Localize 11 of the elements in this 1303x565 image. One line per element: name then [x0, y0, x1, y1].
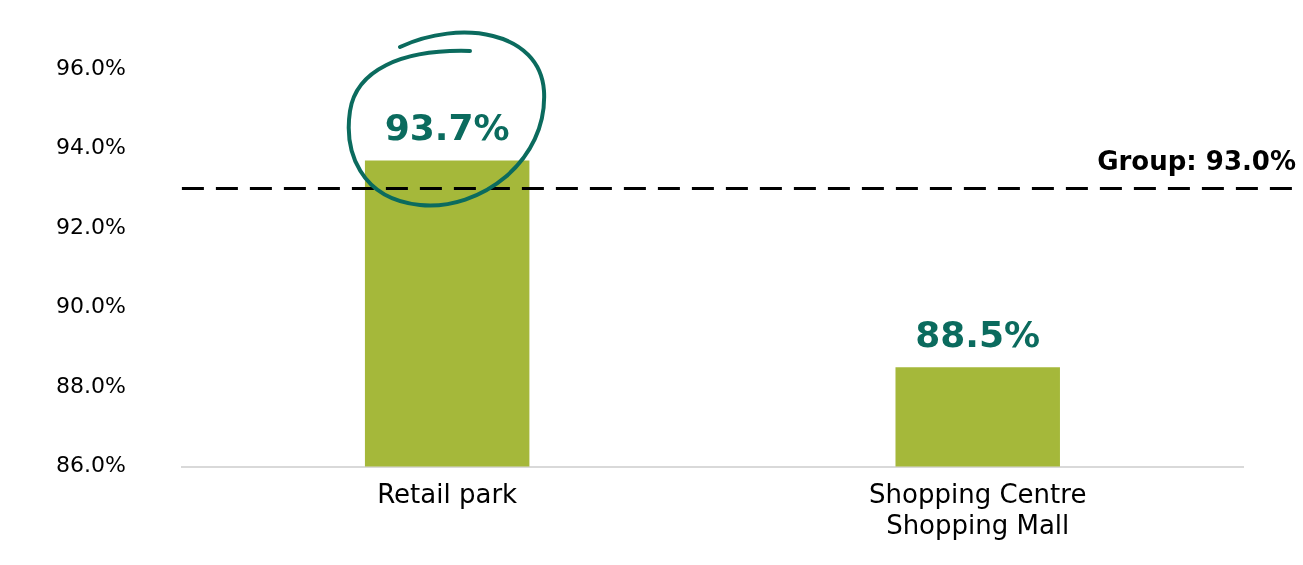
y-tick-label: 96.0%	[56, 54, 126, 80]
y-tick-label: 90.0%	[56, 293, 126, 319]
x-tick-label: Shopping Centre Shopping Mall	[869, 478, 1087, 541]
y-tick-label: 86.0%	[56, 452, 126, 478]
y-tick-label: 88.0%	[56, 372, 126, 398]
data-label: 88.5%	[915, 313, 1041, 355]
x-tick-label: Retail park	[377, 478, 518, 509]
ref-line-label: Group: 93.0%	[1097, 146, 1296, 177]
y-tick-label: 92.0%	[56, 213, 126, 239]
y-tick-label: 94.0%	[56, 134, 126, 160]
data-label: 93.7%	[384, 106, 510, 148]
